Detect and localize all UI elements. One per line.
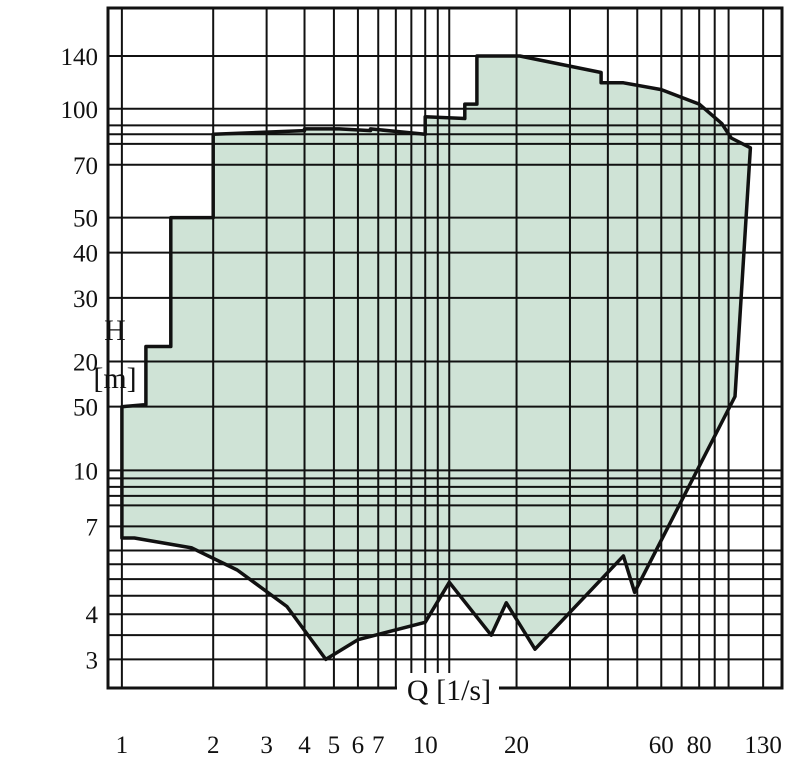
y-axis-title-line1: H	[104, 314, 126, 347]
x-tick-label: 60	[649, 732, 674, 759]
y-tick-label: 30	[73, 286, 98, 313]
y-tick-label: 50	[73, 395, 98, 422]
x-tick-label: 5	[328, 732, 341, 759]
y-tick-label: 10	[73, 458, 98, 485]
x-tick-label: 2	[207, 732, 220, 759]
y-tick-label: 40	[73, 241, 98, 268]
y-tick-label: 3	[86, 647, 99, 674]
x-tick-label: 80	[687, 732, 712, 759]
x-tick-label: 10	[413, 732, 438, 759]
x-tick-label: 20	[504, 732, 529, 759]
y-tick-label: 50	[73, 206, 98, 233]
x-tick-label: 4	[298, 732, 311, 759]
y-tick-label: 7	[86, 514, 99, 541]
y-axis-title-line2: [m]	[93, 362, 136, 395]
x-tick-label: 7	[372, 732, 385, 759]
operating-region-boundary	[120, 54, 753, 662]
y-tick-label: 140	[61, 44, 99, 71]
x-axis-title: Q [1/s]	[407, 674, 491, 707]
x-tick-label: 3	[260, 732, 273, 759]
y-tick-label: 70	[73, 153, 98, 180]
x-axis-title-background	[397, 673, 499, 707]
y-tick-label: 20	[73, 349, 98, 376]
y-tick-label: 100	[61, 97, 99, 124]
x-tick-label: 6	[352, 732, 365, 759]
operating-region-area	[121, 56, 751, 660]
x-tick-label: 1	[116, 732, 129, 759]
y-tick-label: 4	[86, 602, 99, 629]
x-tick-label: 130	[744, 732, 782, 759]
